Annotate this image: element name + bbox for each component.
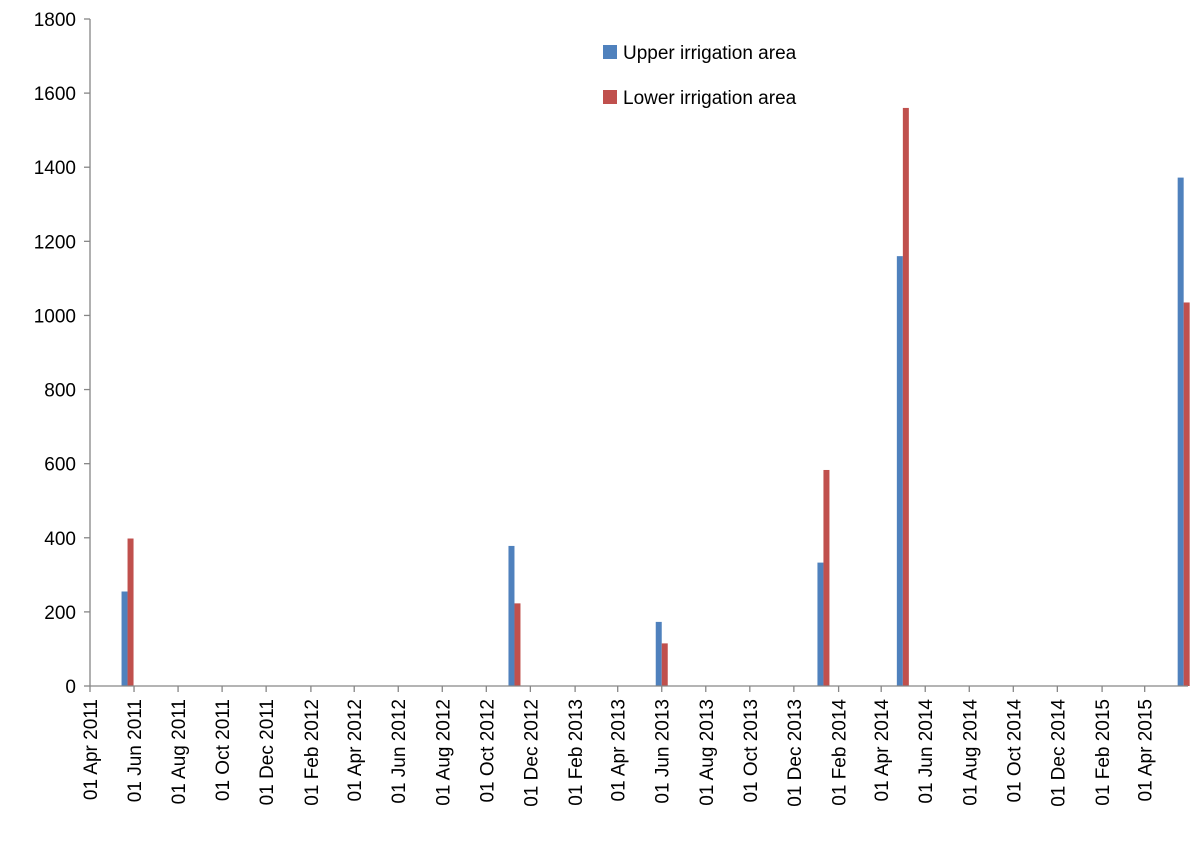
legend-label: Lower irrigation area — [623, 88, 797, 109]
y-tick-label: 1400 — [34, 158, 76, 179]
x-tick-label: 01 Apr 2012 — [345, 699, 366, 801]
bar-lower-1 — [514, 603, 521, 686]
bar-upper-3 — [817, 562, 824, 686]
x-tick-label: 01 Aug 2013 — [697, 699, 718, 806]
x-tick-label: 01 Apr 2013 — [609, 699, 630, 801]
x-tick-label: 01 Oct 2012 — [477, 699, 498, 803]
x-tick-label: 01 Feb 2014 — [830, 699, 851, 806]
legend: Upper irrigation area Lower irrigation ar… — [603, 43, 797, 109]
bar-lower-3 — [823, 469, 830, 686]
bars — [121, 107, 1190, 686]
x-tick-label: 01 Dec 2011 — [257, 699, 278, 805]
bar-upper-2 — [655, 621, 662, 686]
x-tick-label: 01 Oct 2013 — [741, 699, 762, 803]
x-tick-label: 01 Oct 2011 — [213, 699, 234, 801]
bar-upper-1 — [508, 545, 515, 686]
x-tick-label: 01 Jun 2013 — [653, 699, 674, 804]
bar-lower-5 — [1183, 302, 1190, 686]
y-tick-label: 800 — [44, 381, 76, 402]
x-tick-label: 01 Aug 2014 — [960, 699, 981, 806]
legend-label: Upper irrigation area — [623, 43, 797, 64]
y-tick-label: 0 — [65, 677, 76, 698]
bar-lower-4 — [902, 107, 909, 686]
x-tick-label: 01 Dec 2013 — [785, 699, 806, 807]
y-tick-label: 1200 — [34, 232, 76, 253]
y-axis-ticks: 0 200 400 600 800 1000 1200 1400 1600 1800 — [34, 10, 90, 698]
bar-lower-0 — [127, 538, 134, 686]
y-tick-label: 1600 — [34, 84, 76, 105]
x-tick-label: 01 Apr 2011 — [81, 699, 102, 800]
x-tick-label: 01 Jun 2014 — [916, 699, 937, 804]
x-tick-label: 01 Dec 2014 — [1048, 699, 1069, 807]
x-axis-ticks: 01 Apr 2011 01 Jun 2011 01 Aug 2011 01 Oct … — [81, 686, 1157, 807]
x-tick-label: 01 Jun 2011 — [125, 699, 146, 802]
y-tick-label: 1000 — [34, 306, 76, 327]
bar-upper-5 — [1177, 177, 1184, 686]
bar-upper-0 — [121, 591, 128, 686]
legend-swatch — [603, 90, 617, 104]
x-tick-label: 01 Feb 2013 — [566, 699, 587, 806]
x-tick-label: 01 Oct 2014 — [1004, 699, 1025, 803]
y-tick-label: 600 — [44, 455, 76, 476]
bar-upper-4 — [896, 256, 903, 686]
y-tick-label: 200 — [44, 603, 76, 624]
bar-lower-2 — [661, 643, 668, 686]
y-tick-label: 400 — [44, 529, 76, 550]
x-tick-label: 01 Apr 2015 — [1136, 699, 1157, 801]
x-tick-label: 01 Aug 2012 — [433, 699, 454, 806]
x-tick-label: 01 Jun 2012 — [389, 699, 410, 804]
x-tick-label: 01 Feb 2015 — [1093, 699, 1114, 806]
x-tick-label: 01 Apr 2014 — [872, 699, 893, 802]
x-tick-label: 01 Feb 2012 — [302, 699, 323, 806]
y-tick-label: 1800 — [34, 10, 76, 31]
x-tick-label: 01 Dec 2012 — [521, 699, 542, 807]
legend-swatch — [603, 45, 617, 59]
x-tick-label: 01 Aug 2011 — [169, 699, 190, 804]
